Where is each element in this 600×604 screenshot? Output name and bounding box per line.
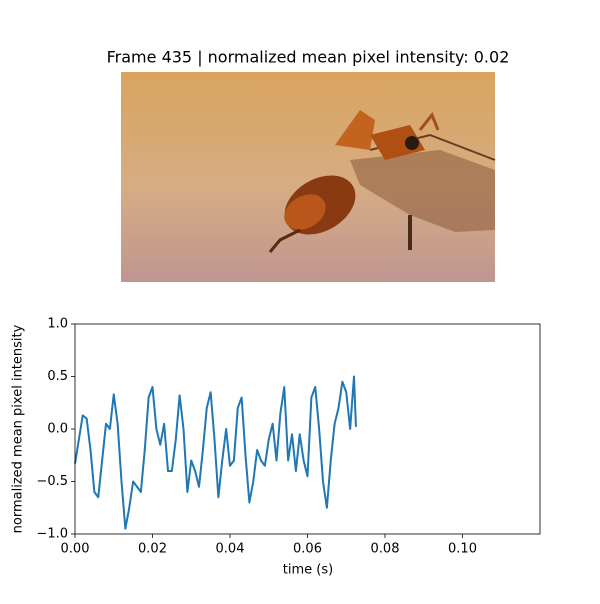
plot-frame (74, 323, 541, 535)
video-frame (121, 72, 496, 282)
y-tick-label: 1.0 (47, 317, 68, 332)
intensity-line (74, 375, 357, 530)
y-tick-label: 0.5 (47, 369, 68, 384)
x-tick-label: 0.08 (371, 542, 400, 557)
x-tick-label: 0.06 (293, 542, 322, 557)
x-tick-label: 0.02 (138, 542, 167, 557)
x-tick-label: 0.04 (216, 542, 245, 557)
x-axis-label: time (s) (283, 563, 333, 578)
y-axis-label: normalized mean pixel intensity (11, 324, 26, 533)
x-tick-label: 0.10 (448, 542, 477, 557)
frame-title: Frame 435 | normalized mean pixel intens… (107, 48, 510, 67)
y-tick-label: −0.5 (36, 474, 68, 489)
x-tick-label: 0.00 (61, 542, 90, 557)
y-tick-label: −1.0 (36, 527, 68, 542)
y-tick-label: 0.0 (47, 422, 68, 437)
